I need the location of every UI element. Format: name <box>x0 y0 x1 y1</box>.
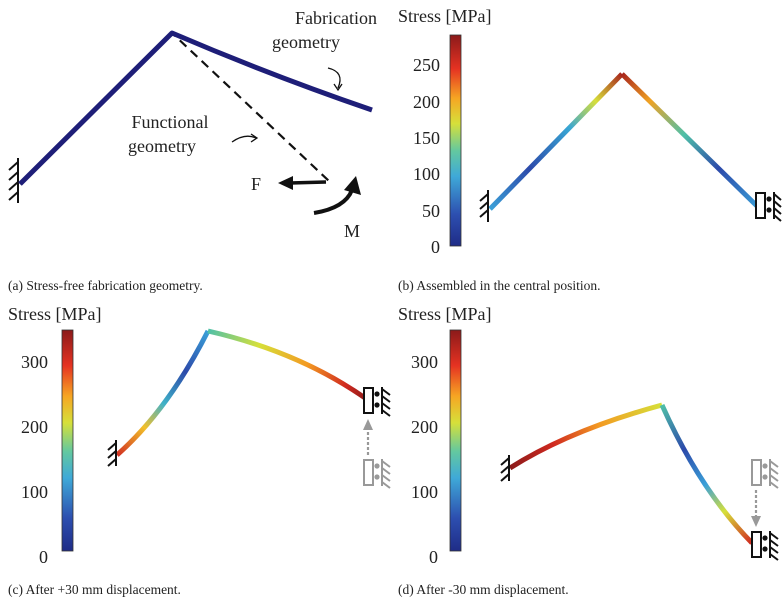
tick-d-300: 300 <box>411 352 438 372</box>
tick-d-0: 0 <box>429 547 438 567</box>
colorbar-title-d: Stress [MPa] <box>398 304 492 324</box>
previous-roller-support-icon <box>751 459 779 489</box>
functional-geometry-line <box>19 31 331 185</box>
fabrication-label-1: Fabrication <box>295 8 377 28</box>
tick-b-100: 100 <box>413 164 440 184</box>
colorbar-title-b: Stress [MPa] <box>398 6 492 26</box>
tick-c-100: 100 <box>21 482 48 502</box>
roller-support-icon <box>751 531 779 561</box>
moment-label: M <box>344 221 360 241</box>
displacement-down-arrow-icon <box>751 490 761 527</box>
beam-b-right <box>620 72 762 211</box>
caption-a: (a) Stress-free fabrication geometry. <box>8 278 203 293</box>
colorbar-ticks-d: 300 200 100 0 <box>411 352 438 567</box>
functional-pointer-icon <box>231 135 257 143</box>
beam-b-left <box>488 72 624 211</box>
tick-b-0: 0 <box>431 237 440 257</box>
tick-c-200: 200 <box>21 417 48 437</box>
previous-roller-support-icon <box>363 459 391 489</box>
tick-b-50: 50 <box>422 201 440 221</box>
colorbar-ticks-c: 300 200 100 0 <box>21 352 48 567</box>
tick-d-100: 100 <box>411 482 438 502</box>
panel-a: Fabrication geometry Functional geometry… <box>8 8 377 293</box>
beam-c-right <box>207 328 370 403</box>
colorbar-b <box>449 34 462 247</box>
roller-support-icon <box>755 192 782 222</box>
beam-d-right <box>659 403 754 545</box>
fabrication-pointer-icon <box>327 67 341 89</box>
colorbar-d <box>449 329 462 552</box>
tick-c-0: 0 <box>39 547 48 567</box>
panel-b: Stress [MPa] 250 200 150 100 50 0 <box>398 6 782 293</box>
fabrication-geometry-beam <box>18 30 373 186</box>
colorbar-c <box>61 329 74 552</box>
functional-label-1: Functional <box>132 112 209 132</box>
beam-c-left <box>115 329 211 457</box>
moment-arrow-icon <box>313 176 361 215</box>
force-arrow-icon <box>278 176 327 190</box>
colorbar-title-c: Stress [MPa] <box>8 304 102 324</box>
caption-b: (b) Assembled in the central position. <box>398 278 600 293</box>
displacement-up-arrow-icon <box>363 419 373 455</box>
panel-d: Stress [MPa] 300 200 100 0 <box>398 304 779 597</box>
tick-c-300: 300 <box>21 352 48 372</box>
fixed-support-icon <box>479 190 489 222</box>
colorbar-ticks-b: 250 200 150 100 50 0 <box>413 55 440 257</box>
fixed-support-icon <box>500 455 510 482</box>
caption-d: (d) After -30 mm displacement. <box>398 582 569 597</box>
panel-c: Stress [MPa] 300 200 100 0 <box>8 304 391 597</box>
beam-d-left <box>508 402 663 471</box>
tick-b-250: 250 <box>413 55 440 75</box>
caption-c: (c) After +30 mm displacement. <box>8 582 181 597</box>
fabrication-label-2: geometry <box>272 32 340 52</box>
roller-support-icon <box>363 387 391 417</box>
fixed-support-icon <box>8 158 19 203</box>
fixed-support-icon <box>107 440 117 467</box>
functional-label-2: geometry <box>128 136 196 156</box>
tick-d-200: 200 <box>411 417 438 437</box>
tick-b-150: 150 <box>413 128 440 148</box>
force-label: F <box>251 174 261 194</box>
tick-b-200: 200 <box>413 92 440 112</box>
